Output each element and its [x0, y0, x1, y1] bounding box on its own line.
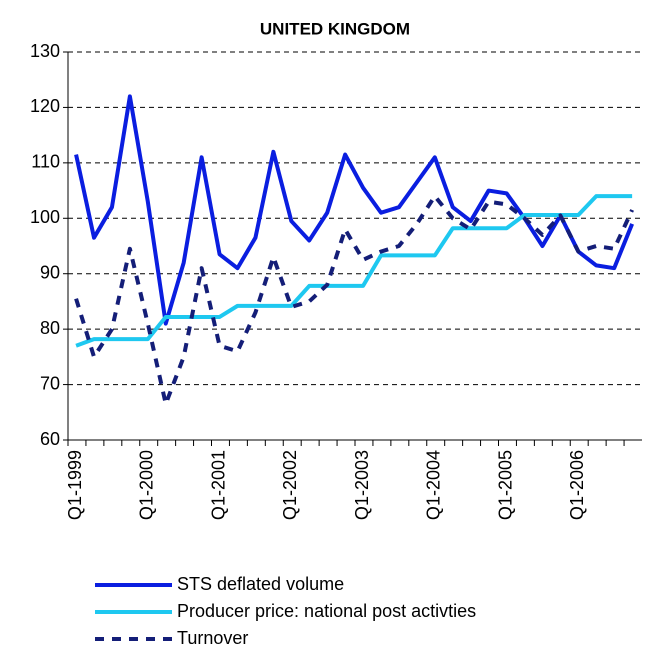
legend-label: STS deflated volume	[177, 574, 344, 594]
x-tick-label: Q1-2001	[208, 450, 228, 520]
legend-label: Turnover	[177, 628, 248, 648]
legend-label: Producer price: national post activties	[177, 601, 476, 621]
y-tick-label: 100	[30, 207, 60, 227]
x-tick-label: Q1-1999	[65, 450, 85, 520]
x-tick-label: Q1-2002	[280, 450, 300, 520]
y-tick-label: 60	[40, 429, 60, 449]
series-line	[74, 94, 634, 326]
y-tick-label: 80	[40, 318, 60, 338]
y-tick-label: 90	[40, 262, 60, 282]
x-tick-label: Q1-2004	[424, 450, 444, 520]
series-line	[74, 194, 634, 406]
y-tick-label: 130	[30, 41, 60, 61]
y-tick-label: 70	[40, 373, 60, 393]
y-tick-label: 110	[31, 152, 60, 172]
x-tick-label: Q1-2000	[137, 450, 157, 520]
x-tick-label: Q1-2006	[567, 450, 587, 520]
x-tick-label: Q1-2003	[352, 450, 372, 520]
chart-title: UNITED KINGDOM	[260, 19, 410, 38]
x-tick-label: Q1-2005	[495, 450, 515, 520]
series-line	[75, 194, 633, 348]
y-tick-label: 120	[30, 96, 60, 116]
